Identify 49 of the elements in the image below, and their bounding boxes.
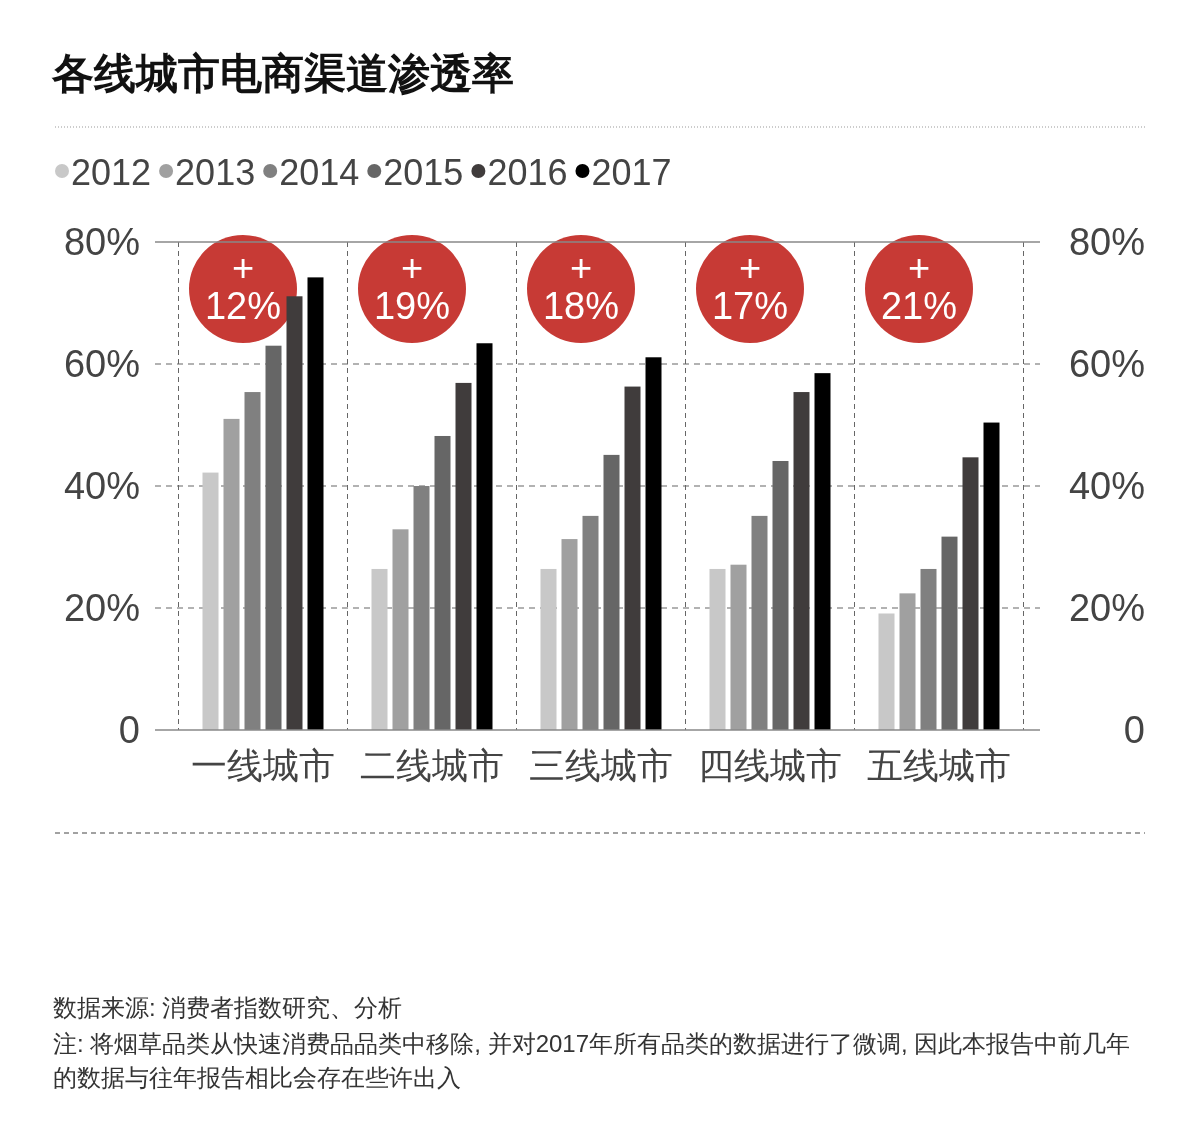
annotation: + 21%	[880, 247, 958, 327]
bar	[371, 568, 388, 730]
legend-label: 2015	[383, 152, 464, 193]
bar	[223, 418, 240, 730]
y2-tick-label: 60%	[1068, 343, 1145, 385]
annotation: + 19%	[373, 247, 451, 327]
bar	[476, 343, 493, 730]
x-tick-label: 二线城市	[360, 745, 504, 786]
y-tick-label: 20%	[63, 587, 140, 629]
chart-title: 各线城市电商渠道渗透率	[51, 50, 514, 97]
bar	[307, 277, 324, 730]
x-tick-label: 三线城市	[529, 745, 673, 786]
y2-tick-label: 20%	[1068, 587, 1145, 629]
bar	[624, 386, 641, 730]
bar	[645, 357, 662, 730]
legend-label: 2014	[279, 152, 360, 193]
y2-tick-label: 0	[1123, 709, 1145, 751]
y-tick-label: 40%	[63, 465, 140, 507]
legend-label: 2013	[175, 152, 256, 193]
y-tick-label: 60%	[63, 343, 140, 385]
annotation: + 17%	[711, 247, 789, 327]
y2-tick-label: 40%	[1068, 465, 1145, 507]
bar	[878, 613, 895, 730]
y-tick-label: 0	[118, 709, 140, 751]
x-tick-label: 一线城市	[191, 745, 335, 786]
bar	[392, 529, 409, 730]
bar	[814, 373, 831, 730]
annotation: + 18%	[542, 247, 620, 327]
bar	[202, 472, 219, 730]
source-note: 数据来源: 消费者指数研究、分析	[53, 994, 403, 1021]
legend-label: 2012	[71, 152, 152, 193]
y-tick-label: 80%	[63, 221, 140, 263]
x-tick-label: 五线城市	[867, 745, 1011, 786]
legend-label: 2016	[487, 152, 568, 193]
bar	[730, 564, 747, 730]
bar	[455, 382, 472, 730]
bar	[983, 422, 1000, 730]
legend-label: 2017	[591, 152, 672, 193]
bar	[540, 568, 557, 730]
y2-tick-label: 80%	[1068, 221, 1145, 263]
bar	[899, 593, 916, 730]
x-tick-label: 四线城市	[698, 745, 842, 786]
annotation: + 12%	[204, 247, 282, 327]
bar	[286, 296, 303, 730]
bar	[962, 457, 979, 730]
bar	[561, 539, 578, 730]
text: 注: 将烟草品类从快速消费品品类中移除, 并对2017年所有品类的数据进行了微调, 因此本报告中前几年的数据与往年报告相比会存在些许出入	[53, 1030, 1131, 1091]
bar	[709, 568, 726, 730]
bar	[793, 392, 810, 730]
